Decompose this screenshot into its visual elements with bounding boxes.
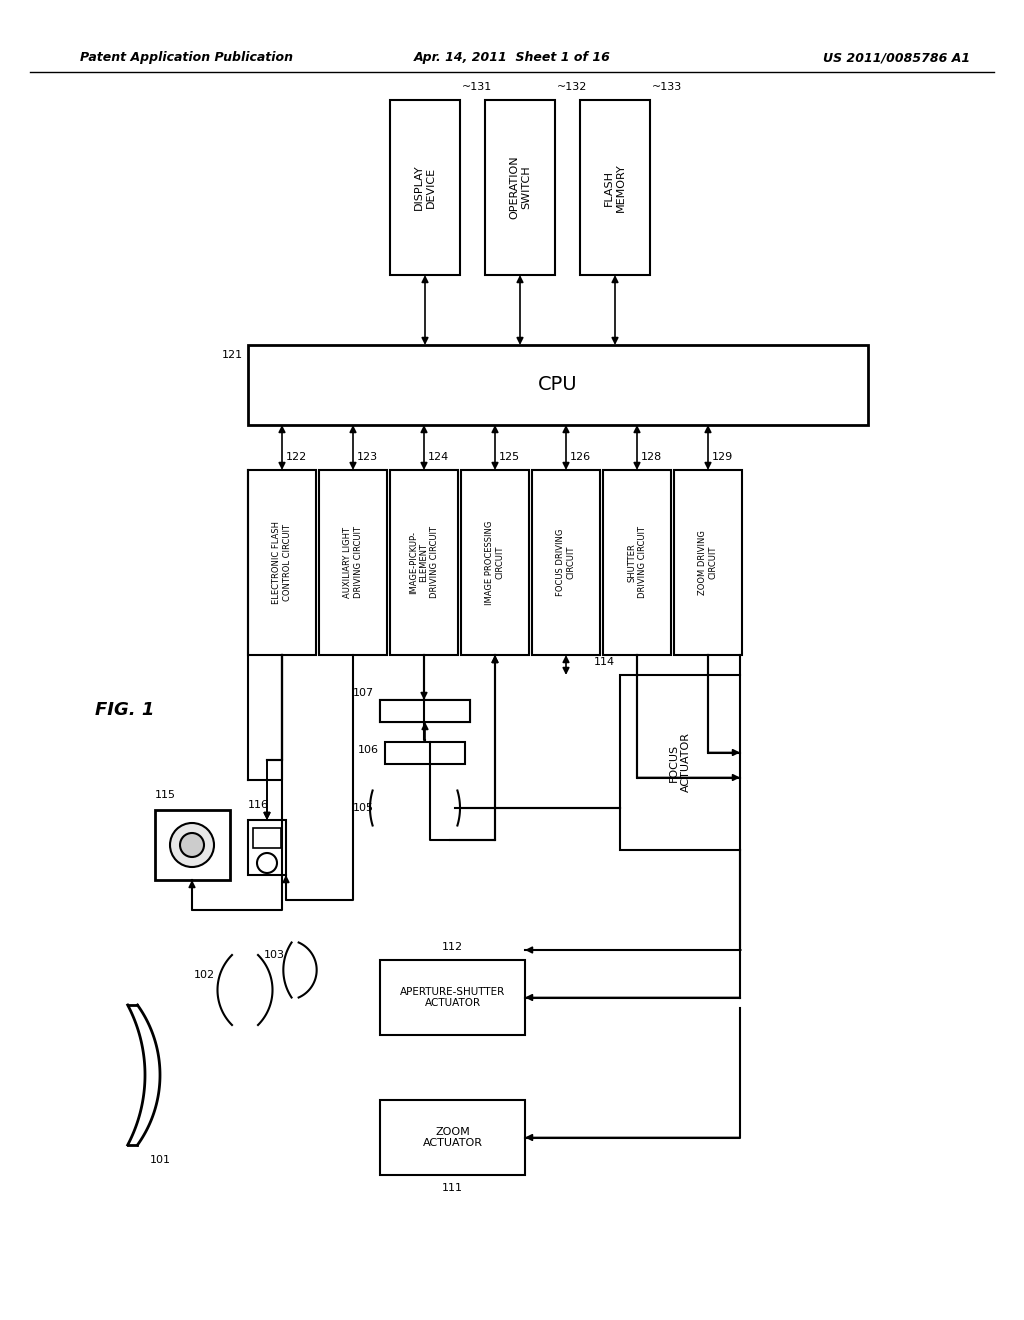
Text: SHUTTER
DRIVING CIRCUIT: SHUTTER DRIVING CIRCUIT [628,527,647,598]
Circle shape [257,853,278,873]
Text: FLASH
MEMORY: FLASH MEMORY [604,164,626,213]
Text: 125: 125 [499,451,520,462]
Bar [485,100,555,275]
Text: 123: 123 [357,451,378,462]
Text: 114: 114 [594,657,615,667]
Bar [380,1100,525,1175]
Text: ~132: ~132 [557,82,588,92]
Circle shape [180,833,204,857]
Bar [319,470,387,655]
Text: 107: 107 [353,688,374,698]
Text: Patent Application Publication: Patent Application Publication [80,51,293,65]
Text: IMAGE PROCESSING
CIRCUIT: IMAGE PROCESSING CIRCUIT [485,520,505,605]
Text: 124: 124 [428,451,450,462]
Text: ZOOM
ACTUATOR: ZOOM ACTUATOR [423,1127,482,1148]
Text: 112: 112 [442,942,463,952]
Text: 128: 128 [641,451,663,462]
Text: OPERATION
SWITCH: OPERATION SWITCH [509,156,530,219]
Text: FIG. 1: FIG. 1 [95,701,155,719]
Bar [380,960,525,1035]
Circle shape [170,822,214,867]
Bar [390,100,460,275]
Bar [603,470,671,655]
Bar [580,100,650,275]
Bar [380,700,470,722]
Bar [532,470,600,655]
Text: 129: 129 [712,451,733,462]
Text: 115: 115 [155,789,176,800]
Text: 106: 106 [358,744,379,755]
Bar [253,828,281,847]
Bar [248,820,286,875]
Text: 122: 122 [286,451,307,462]
Text: 103: 103 [264,950,285,960]
Text: 121: 121 [222,350,243,360]
Text: Apr. 14, 2011  Sheet 1 of 16: Apr. 14, 2011 Sheet 1 of 16 [414,51,610,65]
Text: APERTURE-SHUTTER
ACTUATOR: APERTURE-SHUTTER ACTUATOR [400,987,505,1008]
Text: ELECTRONIC FLASH
CONTROL CIRCUIT: ELECTRONIC FLASH CONTROL CIRCUIT [272,521,292,605]
Text: ~133: ~133 [652,82,682,92]
Text: DISPLAY
DEVICE: DISPLAY DEVICE [414,165,436,210]
Bar [461,470,529,655]
Text: IMAGE-PICKUP-
ELEMENT
DRIVING CIRCUIT: IMAGE-PICKUP- ELEMENT DRIVING CIRCUIT [410,527,439,598]
Bar [155,810,230,880]
Bar [248,470,316,655]
Bar [390,470,458,655]
Bar [385,742,465,764]
Text: FOCUS
ACTUATOR: FOCUS ACTUATOR [670,733,691,792]
Bar [248,345,868,425]
Text: 111: 111 [442,1183,463,1193]
Text: AUXILIARY LIGHT
DRIVING CIRCUIT: AUXILIARY LIGHT DRIVING CIRCUIT [343,527,362,598]
Bar [620,675,740,850]
Text: 105: 105 [353,803,374,813]
Text: FOCUS DRIVING
CIRCUIT: FOCUS DRIVING CIRCUIT [556,529,575,597]
Text: 116: 116 [248,800,269,810]
Text: 102: 102 [194,970,215,979]
Text: 126: 126 [570,451,591,462]
Text: 101: 101 [150,1155,171,1166]
Bar [380,700,470,722]
Text: ~131: ~131 [462,82,493,92]
Text: US 2011/0085786 A1: US 2011/0085786 A1 [823,51,970,65]
Text: ZOOM DRIVING
CIRCUIT: ZOOM DRIVING CIRCUIT [698,531,718,595]
Bar [674,470,742,655]
Text: CPU: CPU [539,375,578,395]
